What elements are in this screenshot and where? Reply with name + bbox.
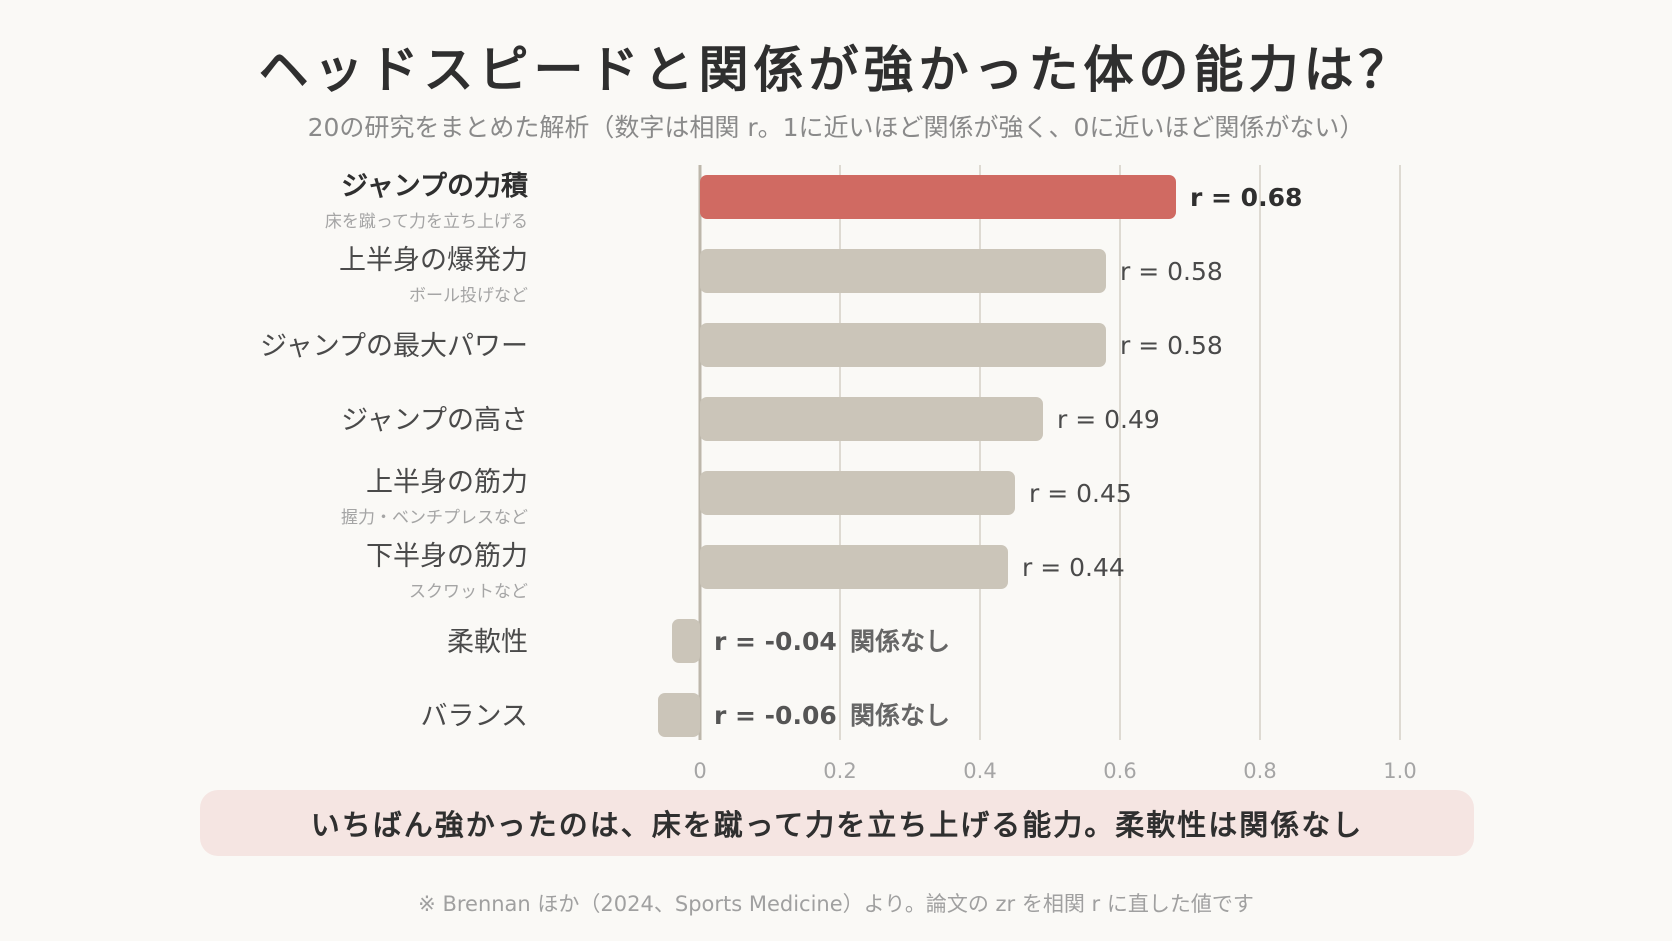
bar [672,619,700,663]
source-footnote: ※ Brennan ほか（2024、Sports Medicine）より。論文の… [418,892,1254,916]
value-label: r = -0.04 [714,627,837,656]
value-label: r = 0.44 [1022,553,1125,582]
no-relation-note: 関係なし [850,701,950,730]
category-label: 上半身の爆発力 [339,245,528,276]
category-label: 下半身の筋力 [366,541,528,572]
value-label: r = 0.58 [1120,331,1223,360]
category-sublabel: スクワットなど [409,582,528,602]
bars [658,175,1176,737]
value-label: r = 0.58 [1120,257,1223,286]
bar [700,249,1106,293]
conclusion-text: いちばん強かったのは、床を蹴って力を立ち上げる能力。柔軟性は関係なし [310,808,1364,842]
x-tick-label: 0.6 [1103,759,1136,783]
category-label: ジャンプの最大パワー [260,331,528,362]
category-label: バランス [421,701,528,732]
bar [658,693,700,737]
bar [700,323,1106,367]
value-label: r = 0.49 [1057,405,1160,434]
value-label: r = 0.68 [1190,183,1302,212]
chart-subtitle: 20の研究をまとめた解析（数字は相関 r。1に近いほど関係が強く、0に近いほど関… [307,113,1365,142]
value-label: r = 0.45 [1029,479,1132,508]
no-relation-note: 関係なし [850,627,950,656]
bar [700,471,1015,515]
x-tick-label: 1.0 [1383,759,1416,783]
category-label: ジャンプの高さ [341,405,528,436]
x-tick-label: 0 [693,759,706,783]
category-label: ジャンプの力積 [341,171,528,202]
category-label: 柔軟性 [447,627,528,658]
x-tick-label: 0.4 [963,759,996,783]
conclusion-callout: いちばん強かったのは、床を蹴って力を立ち上げる能力。柔軟性は関係なし [200,790,1474,856]
bar-highlight [700,175,1176,219]
category-label: 上半身の筋力 [366,467,528,498]
bar [700,545,1008,589]
x-tick-label: 0.8 [1243,759,1276,783]
chart-title: ヘッドスピードと関係が強かった体の能力は？ [258,41,1414,99]
bar [700,397,1043,441]
x-tick-label: 0.2 [823,759,856,783]
value-label: r = -0.06 [714,701,837,730]
category-sublabel: 握力・ベンチプレスなど [341,508,528,528]
category-sublabel: 床を蹴って力を立ち上げる [325,212,528,232]
category-sublabel: ボール投げなど [409,286,528,306]
